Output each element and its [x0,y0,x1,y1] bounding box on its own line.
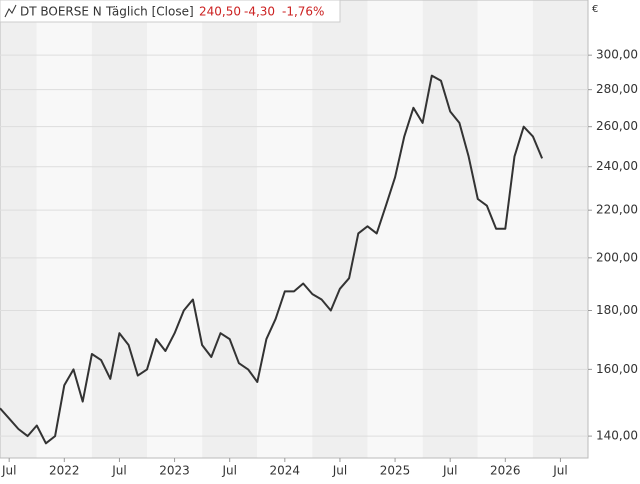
x-tick-label: 2024 [270,464,301,478]
header-box [0,0,341,23]
instrument: DT BOERSE N [20,5,102,19]
x-tick-label: Jul [111,464,126,478]
y-tick-label: 160,00 [596,362,638,376]
band [312,0,368,458]
y-tick-label: 240,00 [596,159,638,173]
x-tick-label: 2025 [380,464,411,478]
y-tick-label: 140,00 [596,429,638,443]
band [202,0,258,458]
x-tick-label: 2023 [159,464,190,478]
change: -4,30 [244,5,275,19]
y-tick-label: 180,00 [596,303,638,317]
y-tick-label: 260,00 [596,119,638,133]
change-pct: -1,76% [282,5,324,19]
band [532,0,588,458]
price-line [0,74,544,445]
currency: € [592,4,598,15]
band [0,0,37,458]
last-price: 240,50 [199,5,241,19]
x-tick-label: 2022 [49,464,80,478]
band [422,0,478,458]
y-tick-label: 220,00 [596,203,638,217]
band [91,0,147,458]
x-tick-label: Jul [552,464,567,478]
subtitle: Täglich [Close] [105,5,194,19]
band [257,0,313,458]
x-tick-label: Jul [442,464,457,478]
line-icon [4,4,17,18]
x-tick-label: 2026 [490,464,521,478]
band [367,0,423,458]
band [36,0,92,458]
y-tick-label: 280,00 [596,82,638,96]
y-tick-label: 200,00 [596,250,638,264]
y-tick-label: 300,00 [596,48,638,62]
x-tick-label: Jul [1,464,16,478]
plot-frame [0,0,589,459]
band [147,0,203,458]
bands [0,0,588,458]
x-tick-label: Jul [221,464,236,478]
x-tick-label: Jul [332,464,347,478]
